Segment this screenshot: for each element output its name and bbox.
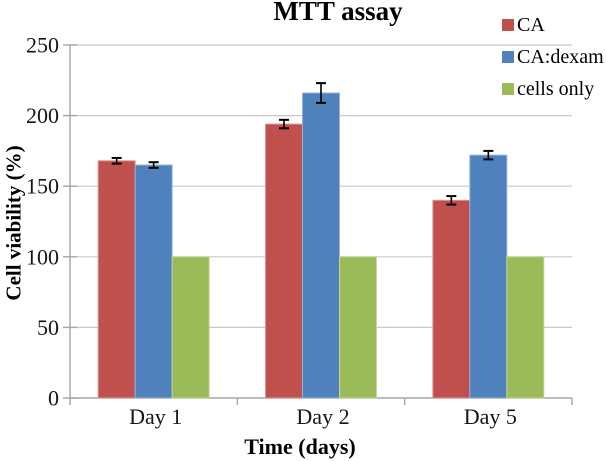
bar-ca-dexam-day-1 (134, 164, 173, 399)
legend: CA CA:dexam cells only (502, 13, 604, 109)
y-tick-label-250: 250 (26, 33, 59, 58)
legend-item-ca: CA (502, 13, 604, 37)
x-tick-label-day-1: Day 1 (129, 404, 182, 429)
legend-label: CA:dexam (517, 46, 604, 68)
legend-swatch-icon (502, 51, 514, 63)
legend-label: cells only (517, 78, 595, 100)
bar-ca-day-5 (432, 199, 471, 399)
legend-swatch-icon (502, 19, 514, 31)
bar-cells-only-day-1 (171, 256, 210, 399)
legend-swatch-icon (502, 83, 514, 95)
bar-ca-day-1 (97, 160, 136, 399)
bar-ca-day-2 (265, 123, 303, 399)
x-tick-label-day-2: Day 2 (296, 404, 349, 429)
bar-cells-only-day-2 (339, 256, 377, 399)
y-tick-label-50: 50 (37, 315, 59, 340)
bar-cells-only-day-5 (506, 256, 545, 399)
x-axis-title: Time (days) (244, 434, 356, 459)
x-tick-label-day-5: Day 5 (464, 404, 517, 429)
legend-label: CA (517, 14, 545, 36)
y-tick-label-200: 200 (26, 103, 59, 128)
bar-ca-dexam-day-5 (469, 154, 508, 399)
y-tick-label-100: 100 (26, 244, 59, 269)
legend-item-cells-only: cells only (502, 77, 604, 101)
legend-item-ca-dexam: CA:dexam (502, 45, 604, 69)
y-tick-label-150: 150 (26, 174, 59, 199)
y-tick-label-0: 0 (48, 386, 59, 411)
chart-title: MTT assay (273, 0, 403, 26)
bar-ca-dexam-day-2 (302, 92, 340, 399)
